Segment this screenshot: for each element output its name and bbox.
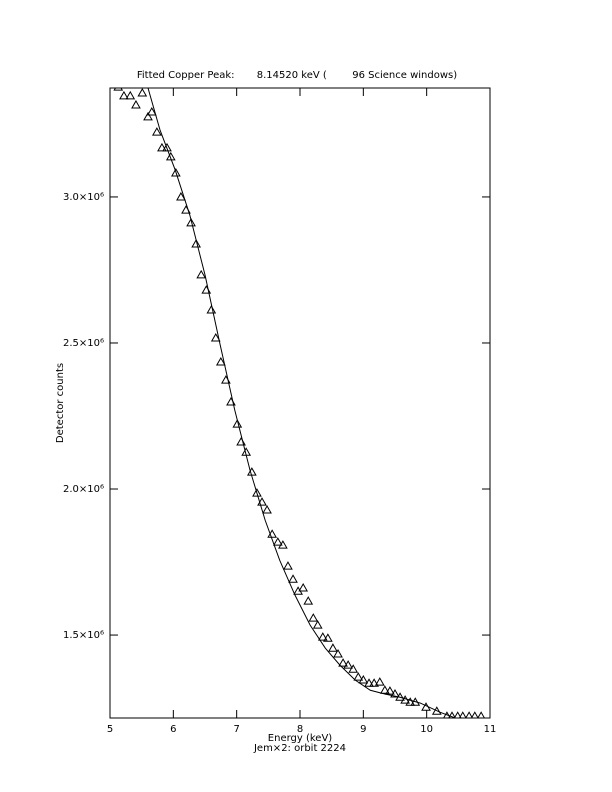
data-point	[405, 697, 416, 706]
data-point	[215, 356, 226, 366]
data-point	[176, 191, 186, 201]
data-point	[465, 711, 473, 718]
data-point	[369, 678, 379, 687]
data-point	[143, 111, 153, 121]
chart-title: Fitted Copper Peak: 8.14520 keV ( 96 Sci…	[137, 70, 457, 81]
data-point	[298, 583, 309, 592]
y-tick-label: 1.5×10⁶	[63, 630, 104, 641]
data-point	[171, 167, 181, 177]
data-point	[343, 660, 353, 669]
x-tick-label: 9	[360, 724, 366, 735]
data-point	[323, 633, 333, 642]
y-tick-label: 2.0×10⁶	[63, 484, 104, 495]
data-point	[348, 664, 359, 673]
x-tick-label: 6	[170, 724, 176, 735]
data-point	[113, 88, 124, 91]
plot-area	[113, 88, 485, 718]
data-point	[470, 711, 479, 718]
y-axis-label: Detector counts	[55, 363, 66, 443]
data-point	[477, 711, 485, 718]
x-tick-label: 5	[107, 724, 113, 735]
data-point	[236, 436, 246, 446]
data-point	[272, 537, 283, 546]
data-point	[162, 142, 172, 152]
x-axis-label: Energy (keV)	[268, 733, 333, 744]
data-point	[206, 304, 217, 314]
data-point	[232, 419, 243, 428]
data-point	[191, 238, 201, 248]
x-tick-label: 7	[233, 724, 239, 735]
x-tick-label: 10	[420, 724, 433, 735]
data-point	[317, 632, 328, 641]
data-point	[119, 90, 129, 100]
y-tick-label: 2.5×10⁶	[63, 338, 104, 349]
data-point	[125, 90, 136, 100]
data-point	[431, 706, 442, 715]
data-point	[252, 488, 262, 497]
data-point	[333, 649, 343, 658]
data-point	[390, 689, 400, 698]
data-point	[247, 467, 257, 476]
y-tick-label: 3.0×10⁶	[63, 192, 104, 203]
data-point	[364, 678, 374, 687]
data-point	[328, 643, 338, 652]
data-point	[374, 677, 385, 686]
data-point	[262, 505, 272, 514]
x-tick-label: 8	[297, 724, 303, 735]
data-point	[308, 613, 319, 622]
data-point	[385, 686, 395, 695]
data-point	[186, 217, 196, 227]
data-point	[312, 620, 323, 629]
data-point	[278, 540, 288, 549]
data-point	[303, 596, 314, 605]
plot-frame	[109, 87, 491, 719]
data-point	[131, 99, 141, 109]
subtitle: Jem×2: orbit 2224	[253, 743, 346, 754]
data-point	[137, 88, 148, 97]
data-point	[152, 127, 162, 136]
data-point	[283, 561, 293, 570]
data-point	[157, 142, 167, 152]
data-point	[380, 685, 390, 694]
data-point	[358, 675, 369, 684]
data-point	[353, 672, 364, 681]
data-point	[146, 106, 157, 116]
data-point	[196, 269, 207, 279]
fit-line	[147, 88, 456, 718]
data-point	[453, 711, 462, 718]
x-tick-label: 11	[484, 724, 497, 735]
data-point	[288, 574, 298, 583]
data-point	[165, 151, 176, 161]
data-point	[338, 658, 348, 667]
data-point	[210, 333, 221, 342]
data-point	[458, 711, 467, 718]
